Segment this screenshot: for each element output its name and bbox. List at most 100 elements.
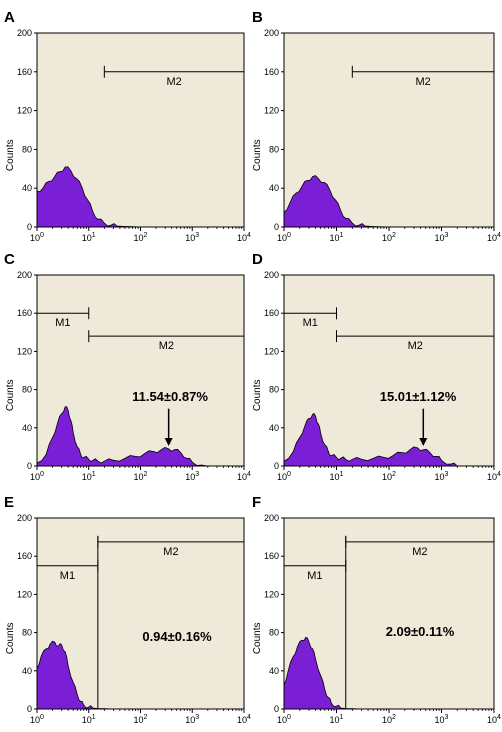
- x-tick-label: 100: [277, 471, 291, 482]
- y-tick-label: 160: [264, 551, 279, 561]
- x-tick-exponent: 3: [445, 232, 449, 239]
- panel-letter-d: D: [252, 251, 263, 268]
- x-tick-label: 104: [487, 714, 501, 725]
- x-tick-label: 103: [435, 232, 449, 243]
- percentage-annotation: 15.01±1.12%: [380, 389, 457, 404]
- y-tick-label: 80: [22, 385, 32, 395]
- panel-letter-c: C: [4, 251, 15, 268]
- x-tick-exponent: 3: [445, 714, 449, 721]
- x-tick-exponent: 0: [40, 232, 44, 239]
- gate-label: M1: [307, 570, 322, 582]
- x-tick-exponent: 2: [144, 232, 148, 239]
- gate-label: M2: [408, 340, 423, 352]
- y-tick-label: 120: [264, 106, 279, 116]
- y-tick-label: 80: [269, 385, 279, 395]
- y-tick-label: 160: [17, 308, 32, 318]
- histogram-fill: [284, 637, 494, 709]
- y-tick-label: 200: [264, 28, 279, 38]
- x-tick-label: 103: [185, 232, 199, 243]
- y-tick-label: 80: [22, 144, 32, 154]
- x-tick-exponent: 0: [287, 714, 291, 721]
- y-tick-label: 160: [264, 67, 279, 77]
- gate-m2: M2: [336, 330, 494, 352]
- gate-label: M1: [55, 317, 70, 329]
- x-tick-exponent: 3: [445, 471, 449, 478]
- y-tick-label: 40: [22, 666, 32, 676]
- y-tick-label: 0: [274, 222, 279, 232]
- x-tick-exponent: 1: [340, 714, 344, 721]
- y-axis-label: Counts: [5, 139, 16, 171]
- x-tick-exponent: 4: [497, 471, 501, 478]
- y-axis-label: Counts: [5, 379, 16, 411]
- x-tick-label: 104: [487, 471, 501, 482]
- x-tick-exponent: 1: [340, 471, 344, 478]
- y-tick-label: 0: [27, 704, 32, 714]
- x-tick-exponent: 4: [497, 232, 501, 239]
- gate-label: M2: [416, 76, 431, 88]
- y-tick-label: 200: [264, 270, 279, 280]
- y-tick-label: 0: [27, 222, 32, 232]
- y-tick-label: 200: [264, 513, 279, 523]
- percentage-annotation: 11.54±0.87%: [132, 389, 208, 404]
- histogram-fill: [37, 166, 244, 227]
- x-tick-label: 100: [30, 471, 44, 482]
- y-tick-label: 200: [17, 513, 32, 523]
- arrow-head: [164, 437, 173, 446]
- x-tick-exponent: 0: [40, 471, 44, 478]
- y-axis-label: Counts: [252, 139, 263, 171]
- arrow-head: [419, 437, 428, 446]
- y-tick-label: 200: [17, 270, 32, 280]
- y-tick-label: 160: [264, 308, 279, 318]
- gate-label: M2: [159, 340, 174, 352]
- gate-m2: M2: [351, 65, 494, 88]
- gate-m1: M1: [36, 559, 99, 582]
- y-tick-label: 40: [22, 183, 32, 193]
- y-tick-label: 0: [274, 704, 279, 714]
- x-tick-exponent: 4: [247, 232, 251, 239]
- x-tick-exponent: 3: [195, 232, 199, 239]
- x-tick-exponent: 1: [92, 471, 96, 478]
- x-tick-exponent: 4: [247, 714, 251, 721]
- y-tick-label: 120: [17, 346, 32, 356]
- x-tick-label: 100: [30, 714, 44, 725]
- panel-letter-e: E: [4, 494, 14, 511]
- x-tick-label: 103: [185, 471, 199, 482]
- histogram-outline: [283, 636, 494, 710]
- gate-m1: M1: [283, 307, 337, 329]
- panel-letter-f: F: [252, 494, 261, 511]
- y-tick-label: 160: [17, 551, 32, 561]
- annotation-arrow: [164, 408, 173, 446]
- x-tick-label: 103: [435, 471, 449, 482]
- histogram-outline: [36, 640, 244, 710]
- y-tick-label: 160: [17, 67, 32, 77]
- panel-letter-a: A: [4, 9, 15, 26]
- gate-m2: M2: [88, 330, 244, 352]
- x-tick-label: 102: [134, 714, 148, 725]
- x-tick-exponent: 3: [195, 471, 199, 478]
- y-tick-label: 80: [22, 628, 32, 638]
- percentage-annotation: 0.94±0.16%: [142, 629, 212, 644]
- histogram-outline: [36, 406, 244, 467]
- x-tick-exponent: 2: [144, 714, 148, 721]
- x-tick-label: 104: [237, 471, 251, 482]
- gate-label: M2: [163, 546, 178, 558]
- y-tick-label: 0: [274, 461, 279, 471]
- y-axis-label: Counts: [252, 379, 263, 411]
- x-tick-exponent: 3: [195, 714, 199, 721]
- x-tick-exponent: 1: [340, 232, 344, 239]
- x-tick-exponent: 2: [392, 471, 396, 478]
- x-tick-exponent: 4: [497, 714, 501, 721]
- y-axis-label: Counts: [5, 622, 16, 654]
- x-tick-label: 104: [237, 714, 251, 725]
- y-tick-label: 40: [269, 423, 279, 433]
- x-tick-exponent: 0: [287, 471, 291, 478]
- x-tick-label: 104: [237, 232, 251, 243]
- gate-label: M2: [167, 76, 182, 88]
- x-tick-label: 102: [134, 232, 148, 243]
